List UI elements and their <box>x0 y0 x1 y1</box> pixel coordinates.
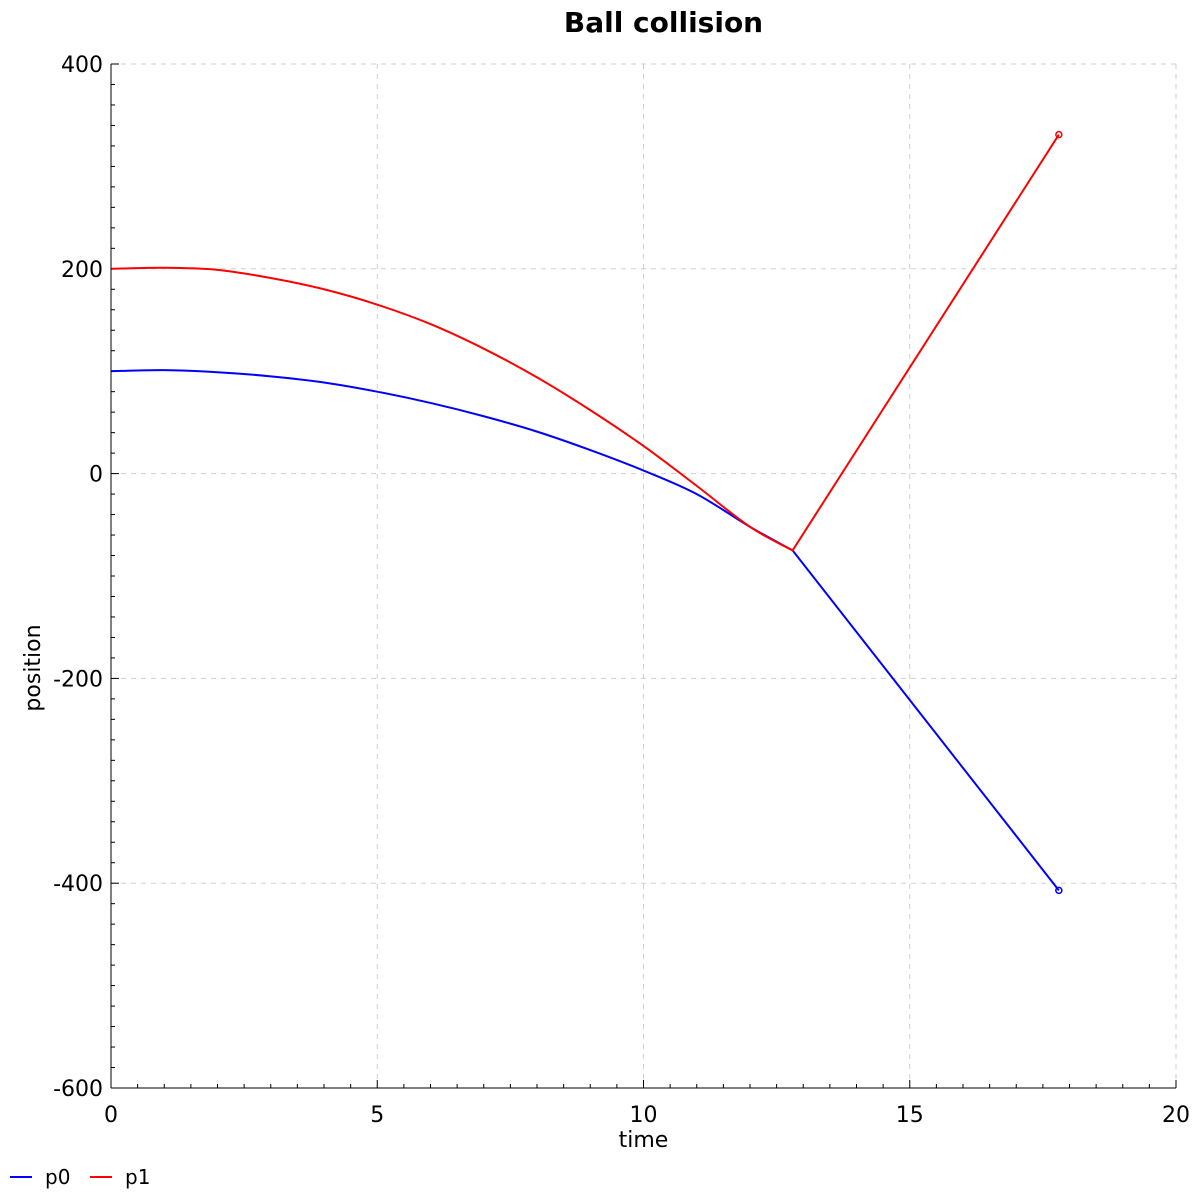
y-tick-label: 200 <box>61 258 103 283</box>
y-tick-label: 0 <box>89 463 103 488</box>
chart-title: Ball collision <box>564 6 763 39</box>
y-tick-label: -600 <box>53 1077 103 1102</box>
x-tick-label: 20 <box>1162 1103 1190 1128</box>
y-tick-label: -200 <box>53 667 103 692</box>
legend-label-p1: p1 <box>125 1165 150 1189</box>
y-tick-label: -400 <box>53 872 103 897</box>
series-line-p0 <box>110 369 1060 891</box>
x-axis-label: time <box>619 1128 669 1153</box>
x-ticks: 0 5 10 15 20 <box>104 1103 1190 1128</box>
grid <box>111 63 1177 1088</box>
x-tick-label: 0 <box>104 1103 118 1128</box>
y-tick-label: 400 <box>61 53 103 78</box>
x-tick-label: 15 <box>896 1103 924 1128</box>
end-point-p1 <box>1055 130 1063 139</box>
x-tick-label: 5 <box>370 1103 384 1128</box>
series-line-p1 <box>110 134 1060 552</box>
x-tick-label: 10 <box>630 1103 658 1128</box>
y-ticks: 400 200 0 -200 -400 -600 <box>53 53 103 1102</box>
y-axis-label: position <box>21 624 46 711</box>
series-layer <box>110 130 1063 895</box>
end-point-p0 <box>1055 886 1063 895</box>
legend-label-p0: p0 <box>45 1165 70 1189</box>
legend: p0 p1 <box>10 1165 150 1189</box>
